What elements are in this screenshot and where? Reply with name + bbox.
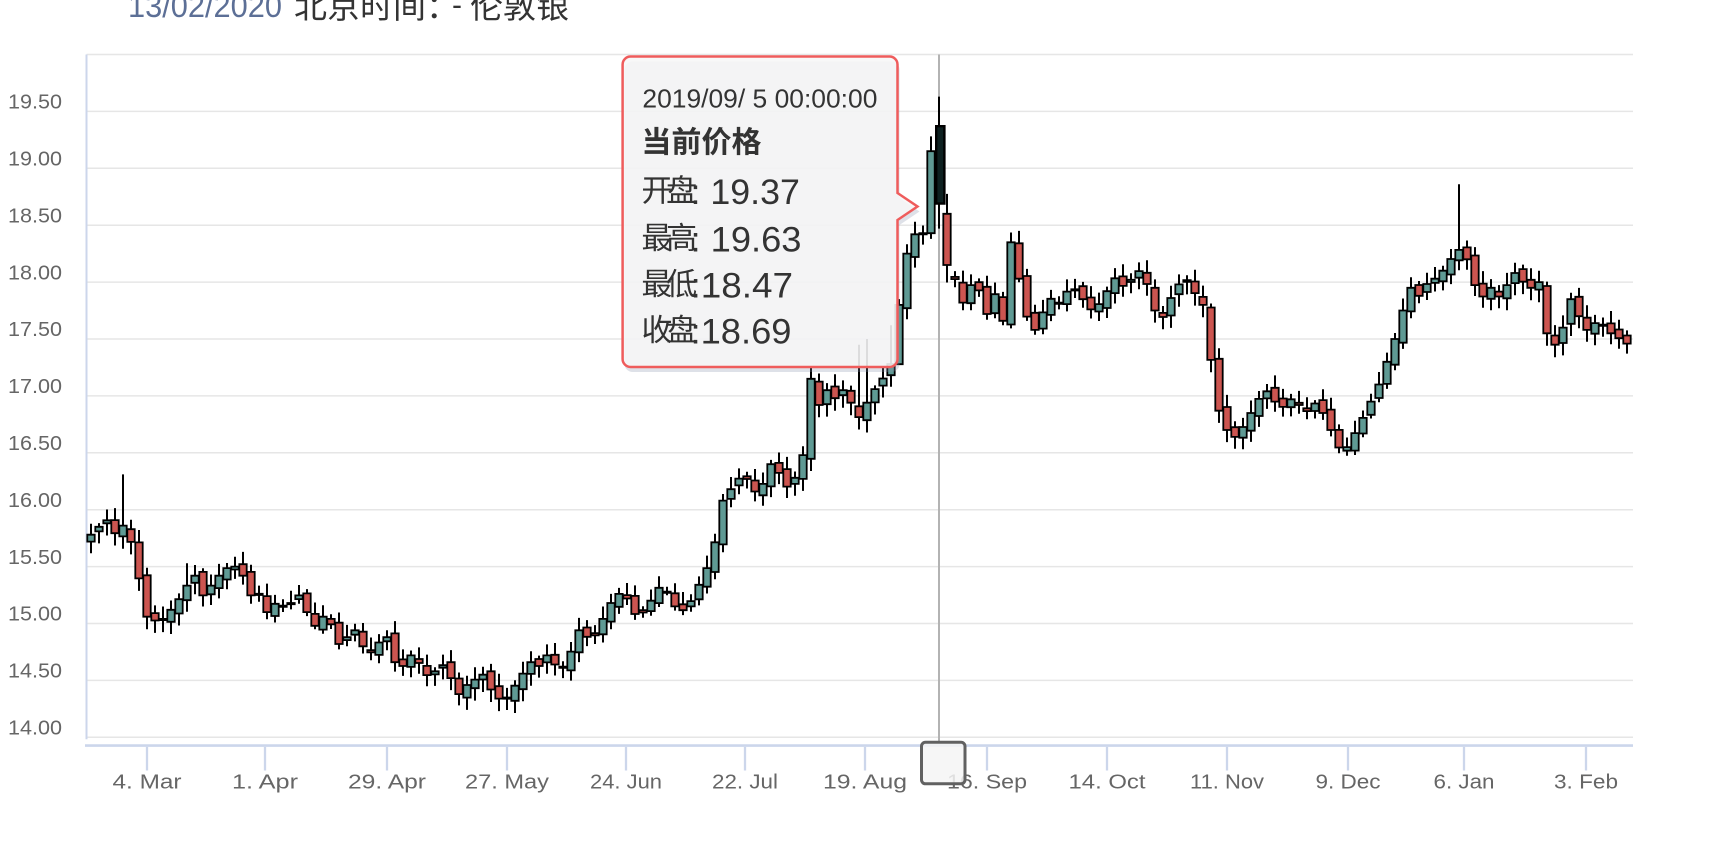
svg-text:17.00: 17.00 xyxy=(8,376,62,398)
svg-text:: 19.63: : 19.63 xyxy=(691,221,802,260)
svg-text:15.50: 15.50 xyxy=(8,547,62,569)
svg-text::18.47: :18.47 xyxy=(691,267,794,306)
svg-text:17.50: 17.50 xyxy=(8,319,62,341)
svg-text:9. Dec: 9. Dec xyxy=(1316,772,1381,794)
svg-text:19.50: 19.50 xyxy=(8,92,62,114)
svg-text:11. Nov: 11. Nov xyxy=(1190,772,1264,794)
svg-text:18.50: 18.50 xyxy=(8,205,62,227)
svg-text:3. Feb: 3. Feb xyxy=(1554,772,1618,794)
svg-text:27. May: 27. May xyxy=(465,772,549,794)
svg-text:19. Aug: 19. Aug xyxy=(823,772,907,794)
svg-text:24. Jun: 24. Jun xyxy=(590,772,662,794)
svg-text::18.69: :18.69 xyxy=(691,313,792,352)
svg-text:6. Jan: 6. Jan xyxy=(1434,772,1495,794)
svg-text:4. Mar: 4. Mar xyxy=(113,772,182,794)
svg-text:19.00: 19.00 xyxy=(8,149,62,171)
svg-text:14.50: 14.50 xyxy=(8,661,62,683)
svg-text:15.00: 15.00 xyxy=(8,604,62,626)
svg-text:2019/09/ 5 00:00:00: 2019/09/ 5 00:00:00 xyxy=(642,84,877,114)
svg-text:14.00: 14.00 xyxy=(8,718,62,740)
svg-text:13/02/2020: 13/02/2020 xyxy=(128,0,282,24)
svg-text:16. Sep: 16. Sep xyxy=(947,772,1027,794)
svg-text:: 19.37: : 19.37 xyxy=(691,173,800,212)
svg-text:16.50: 16.50 xyxy=(8,433,62,455)
svg-text:16.00: 16.00 xyxy=(8,490,62,512)
svg-text:18.00: 18.00 xyxy=(8,262,62,284)
svg-text:-: - xyxy=(452,0,462,22)
svg-text:1. Apr: 1. Apr xyxy=(232,772,298,794)
svg-text:29. Apr: 29. Apr xyxy=(348,772,426,794)
svg-text:22. Jul: 22. Jul xyxy=(712,772,778,794)
svg-text:14. Oct: 14. Oct xyxy=(1069,772,1147,794)
